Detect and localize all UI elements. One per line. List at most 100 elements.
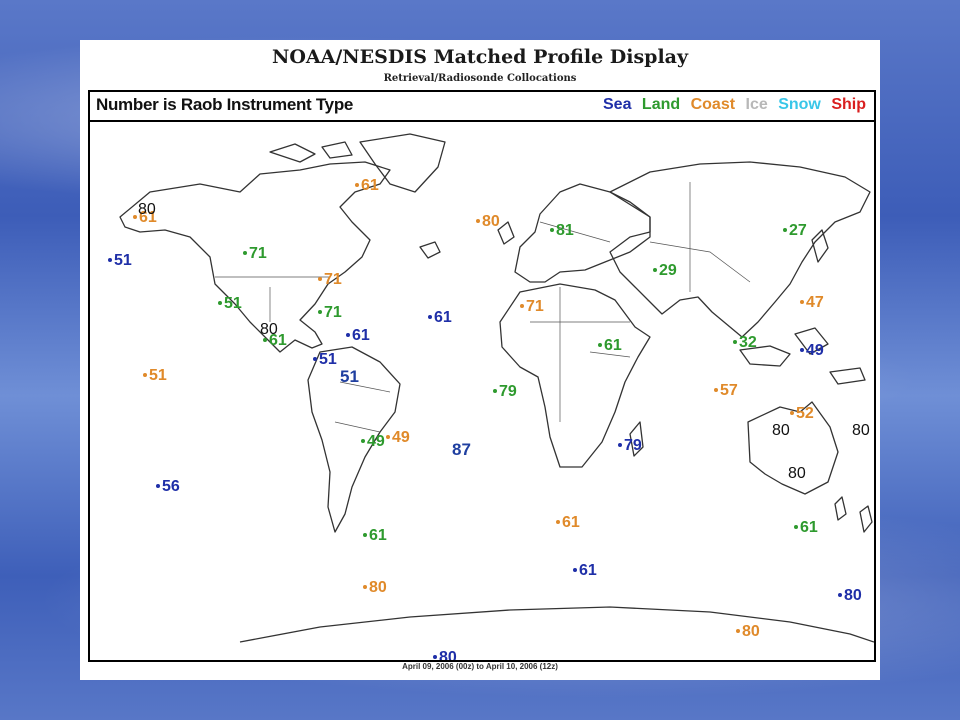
overlay-label: 87 [452, 440, 471, 459]
station-marker: 51 [143, 367, 167, 384]
station-marker: 61 [573, 562, 597, 579]
legend-land: Land [641, 96, 681, 113]
station-label: 61 [800, 519, 818, 536]
station-dot [556, 520, 560, 524]
station-dot [800, 348, 804, 352]
station-marker: 61 [346, 327, 370, 344]
station-label: 51 [319, 351, 337, 368]
station-label: 32 [739, 334, 757, 351]
station-marker: 51 [218, 295, 242, 312]
station-dot [346, 333, 350, 337]
station-marker: 80 [838, 587, 862, 604]
station-marker: 81 [550, 222, 574, 239]
page-title: NOAA/NESDIS Matched Profile Display [271, 46, 689, 68]
station-dot [156, 484, 160, 488]
station-dot [520, 304, 524, 308]
station-marker: 80 [476, 213, 500, 230]
legend-coast: Coast [690, 96, 736, 113]
north-america-outline [119, 161, 391, 353]
station-dot [800, 300, 804, 304]
australia-outline [747, 401, 839, 495]
station-dot [838, 593, 842, 597]
station-marker: 61 [556, 514, 580, 531]
station-dot [653, 268, 657, 272]
station-dot [263, 338, 267, 342]
station-dot [318, 277, 322, 281]
station-label: 80 [439, 649, 457, 660]
station-marker: 49 [361, 433, 385, 450]
station-dot [218, 301, 222, 305]
station-marker: 80 [363, 579, 387, 596]
station-label: 52 [796, 405, 814, 422]
station-label: 61 [604, 337, 622, 354]
station-marker: 71 [318, 304, 342, 321]
station-dot [794, 525, 798, 529]
station-dot [714, 388, 718, 392]
station-dot [143, 373, 147, 377]
station-label: 79 [499, 383, 517, 400]
map-frame: Number is Raob Instrument Type Sea Land … [88, 90, 876, 662]
station-dot [790, 411, 794, 415]
date-caption: April 09, 2006 (00z) to April 10, 2006 (… [402, 662, 558, 671]
station-marker: 71 [520, 298, 544, 315]
south-america-outline [307, 346, 401, 533]
station-label: 71 [324, 271, 342, 288]
station-marker: 49 [800, 342, 824, 359]
station-label: 47 [806, 294, 824, 311]
station-marker: 61 [598, 337, 622, 354]
antarctica-outline [239, 606, 874, 643]
station-marker: 61 [133, 209, 157, 226]
station-label: 51 [224, 295, 242, 312]
station-dot [108, 258, 112, 262]
station-dot [573, 568, 577, 572]
station-marker: 61 [794, 519, 818, 536]
station-label: 49 [367, 433, 385, 450]
station-marker: 51 [313, 351, 337, 368]
station-marker: 32 [733, 334, 757, 351]
station-label: 51 [114, 252, 132, 269]
station-dot [361, 439, 365, 443]
legend: Sea Land Coast Ice Snow Ship [597, 96, 866, 114]
station-label: 71 [526, 298, 544, 315]
station-label: 61 [562, 514, 580, 531]
station-label: 81 [556, 222, 574, 239]
station-label: 71 [324, 304, 342, 321]
station-label: 61 [369, 527, 387, 544]
continent-outlines [119, 133, 874, 643]
station-label: 80 [369, 579, 387, 596]
station-label: 80 [742, 623, 760, 640]
station-label: 61 [579, 562, 597, 579]
station-marker: 61 [363, 527, 387, 544]
overlay-label: 80 [138, 201, 156, 218]
station-dot [428, 315, 432, 319]
station-label: 80 [482, 213, 500, 230]
station-marker: 61 [263, 332, 287, 349]
overlay-label: 80 [772, 422, 790, 439]
station-label: 27 [789, 222, 807, 239]
station-dot [133, 215, 137, 219]
station-dot [476, 219, 480, 223]
europe-outline [514, 183, 651, 283]
japan-outline [811, 229, 829, 263]
station-marker: 56 [156, 478, 180, 495]
station-marker: 80 [736, 623, 760, 640]
station-dot [493, 389, 497, 393]
greenland-outline [359, 133, 446, 193]
overlay-label: 80 [852, 422, 870, 439]
station-label: 71 [249, 245, 267, 262]
station-label: 80 [844, 587, 862, 604]
map-header: Number is Raob Instrument Type Sea Land … [90, 92, 874, 122]
station-label: 29 [659, 262, 677, 279]
station-marker: 29 [653, 262, 677, 279]
station-marker: 79 [618, 437, 642, 454]
station-marker: 57 [714, 382, 738, 399]
station-label: 57 [720, 382, 738, 399]
station-label: 61 [139, 209, 157, 226]
station-dot [363, 533, 367, 537]
legend-ice: Ice [745, 96, 768, 113]
station-label: 61 [361, 177, 379, 194]
page-subtitle: Retrieval/Radiosonde Collocations [383, 73, 577, 84]
station-dot [243, 251, 247, 255]
station-marker: 52 [790, 405, 814, 422]
